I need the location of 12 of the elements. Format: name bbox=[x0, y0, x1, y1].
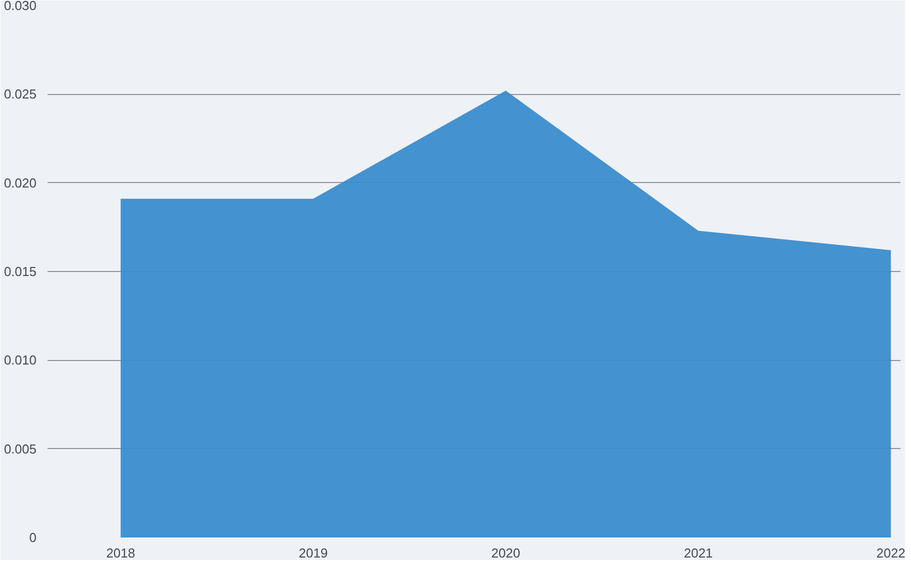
y-tick-label: 0.020 bbox=[4, 175, 37, 190]
x-tick-label: 2018 bbox=[106, 546, 136, 560]
y-tick-label: 0.015 bbox=[4, 264, 37, 279]
x-tick-label: 2021 bbox=[684, 546, 713, 560]
y-tick-label: 0.030 bbox=[4, 0, 37, 13]
x-tick-label: 2020 bbox=[491, 546, 520, 560]
x-tick-label: 2022 bbox=[876, 546, 906, 560]
y-tick-label: 0.010 bbox=[4, 352, 37, 368]
y-tick-label: 0 bbox=[29, 530, 37, 545]
x-tick-label: 2019 bbox=[298, 546, 328, 560]
y-tick-label: 0.005 bbox=[4, 441, 37, 456]
y-tick-label: 0.025 bbox=[4, 86, 37, 102]
